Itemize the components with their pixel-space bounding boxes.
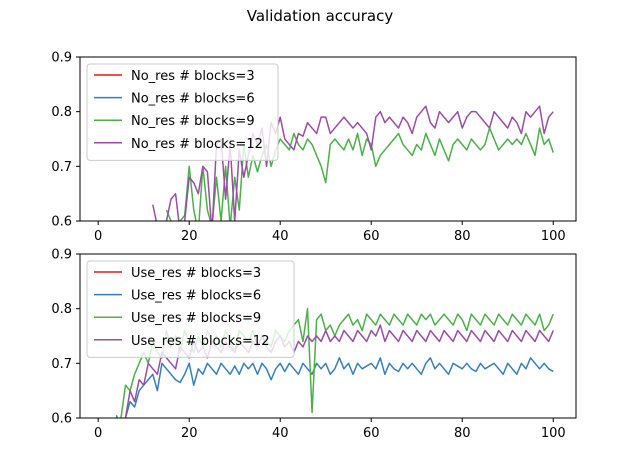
x-tick-label: 100 — [541, 426, 566, 441]
x-tick-label: 40 — [272, 426, 289, 441]
legend-entry-label: No_res # blocks=3 — [131, 69, 255, 84]
x-tick-label: 20 — [181, 426, 198, 441]
y-tick-label: 0.7 — [51, 357, 72, 372]
y-tick-label: 0.6 — [51, 412, 72, 427]
x-tick-label: 20 — [181, 229, 198, 244]
x-tick-label: 80 — [454, 426, 471, 441]
series-line-1 — [115, 357, 554, 418]
legend: Use_res # blocks=3 Use_res # blocks=6 Use_… — [86, 260, 295, 358]
x-tick-label: 80 — [454, 229, 471, 244]
legend-entry-label: No_res # blocks=12 — [131, 137, 263, 152]
axes-frame — [79, 56, 577, 222]
legend-entry-label: Use_res # blocks=3 — [131, 266, 261, 281]
x-tick-label: 40 — [272, 229, 289, 244]
legend: No_res # blocks=3 No_res # blocks=6 No_res… — [86, 63, 279, 161]
x-tick-label: 0 — [94, 426, 102, 441]
top-plot: 0 20 40 60 80 100 0.6 0.7 0.8 0.9 No_res # blocks=… — [51, 51, 577, 244]
y-tick-label: 0.7 — [51, 160, 72, 175]
x-tick-label: 100 — [541, 229, 566, 244]
legend-frame — [86, 260, 295, 358]
x-tick-label: 0 — [94, 229, 102, 244]
y-tick-label: 0.8 — [51, 105, 72, 120]
legend-entry-label: Use_res # blocks=12 — [131, 334, 269, 349]
y-tick-label: 0.6 — [51, 215, 72, 230]
figure-title: Validation accuracy — [247, 7, 394, 25]
series-line-2 — [165, 127, 554, 221]
x-tick-label: 60 — [363, 426, 380, 441]
legend-entry-label: Use_res # blocks=6 — [131, 289, 261, 304]
y-tick-label: 0.9 — [51, 248, 72, 263]
axes-frame — [79, 253, 577, 419]
y-tick-label: 0.8 — [51, 302, 72, 317]
legend-entry-label: Use_res # blocks=9 — [131, 311, 261, 326]
legend-entry-label: No_res # blocks=9 — [131, 114, 255, 129]
legend-entry-label: No_res # blocks=6 — [131, 92, 255, 107]
y-tick-label: 0.9 — [51, 51, 72, 66]
legend-frame — [86, 63, 279, 161]
x-tick-label: 60 — [363, 229, 380, 244]
bottom-plot: 0 20 40 60 80 100 0.6 0.7 0.8 0.9 Use_res # blocks… — [51, 248, 577, 441]
